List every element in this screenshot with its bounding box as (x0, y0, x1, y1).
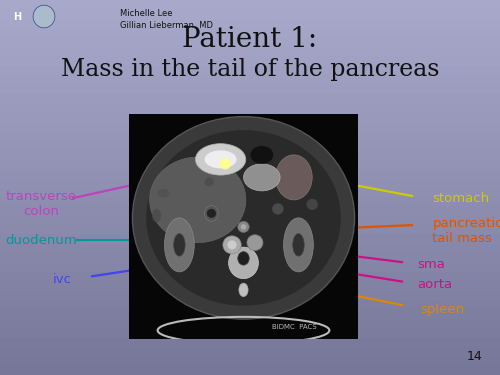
Bar (0, 206, 500, 216)
Bar (0, 0, 500, 9)
Ellipse shape (150, 157, 246, 243)
Circle shape (238, 221, 249, 232)
Ellipse shape (239, 283, 248, 297)
Ellipse shape (204, 177, 214, 186)
Bar (0, 356, 500, 366)
Text: aorta: aorta (418, 279, 452, 291)
Bar (0, 216, 500, 225)
Ellipse shape (306, 199, 318, 210)
Bar (0, 291, 500, 300)
Bar (0, 262, 500, 272)
Circle shape (228, 240, 236, 249)
Bar (0, 9, 500, 19)
Bar (0, 366, 500, 375)
Ellipse shape (272, 203, 283, 214)
Bar (0, 84, 500, 94)
Bar (0, 225, 500, 234)
Bar (0, 94, 500, 103)
Circle shape (247, 235, 263, 250)
Bar (0, 347, 500, 356)
Bar (0, 338, 500, 347)
Text: Patient 1:: Patient 1: (182, 26, 318, 53)
Circle shape (223, 236, 241, 254)
Text: pancreatic
tail mass: pancreatic tail mass (432, 217, 500, 244)
Bar (0, 47, 500, 56)
Ellipse shape (204, 150, 236, 168)
Bar (0, 28, 500, 38)
Text: Michelle Lee: Michelle Lee (120, 9, 172, 18)
Bar (0, 56, 500, 66)
Circle shape (241, 224, 246, 230)
Bar (0, 300, 500, 309)
Bar (0, 178, 500, 188)
Ellipse shape (292, 234, 304, 256)
Bar (0, 112, 500, 122)
Bar (0, 319, 500, 328)
Bar (0, 66, 500, 75)
Ellipse shape (132, 117, 354, 319)
Ellipse shape (250, 146, 274, 164)
Ellipse shape (152, 209, 161, 222)
Bar (0, 188, 500, 197)
Text: H: H (13, 12, 21, 21)
Bar (0, 75, 500, 84)
Ellipse shape (284, 218, 314, 272)
Text: sma: sma (418, 258, 446, 271)
Circle shape (220, 158, 231, 170)
Ellipse shape (228, 247, 258, 279)
Bar (0, 197, 500, 206)
Ellipse shape (174, 234, 185, 256)
Text: 14: 14 (466, 350, 482, 363)
Bar (0, 122, 500, 131)
Circle shape (207, 209, 216, 218)
Text: duodenum: duodenum (5, 234, 77, 246)
Circle shape (33, 5, 55, 28)
Bar (0, 131, 500, 141)
Bar (0, 159, 500, 169)
Bar (0, 38, 500, 47)
Ellipse shape (196, 144, 246, 175)
Text: ivc: ivc (53, 273, 72, 286)
Bar (0, 281, 500, 291)
Text: Gillian Lieberman, MD: Gillian Lieberman, MD (120, 21, 213, 30)
Bar (0, 309, 500, 319)
Text: spleen: spleen (420, 303, 464, 316)
Text: stomach: stomach (432, 192, 490, 205)
Bar (0, 169, 500, 178)
Ellipse shape (204, 206, 218, 221)
Bar (0, 234, 500, 244)
Ellipse shape (238, 252, 249, 265)
Text: transverse
colon: transverse colon (6, 190, 76, 218)
Text: BIDMC  PACS: BIDMC PACS (272, 324, 316, 330)
Bar (0, 253, 500, 262)
Text: Mass in the tail of the pancreas: Mass in the tail of the pancreas (61, 58, 440, 81)
Ellipse shape (158, 189, 169, 198)
Bar (0, 141, 500, 150)
Bar (0, 272, 500, 281)
Bar (0, 328, 500, 338)
Bar (0, 150, 500, 159)
Ellipse shape (244, 164, 280, 191)
Ellipse shape (164, 218, 194, 272)
Bar (0, 103, 500, 112)
Ellipse shape (276, 155, 312, 200)
Bar (0, 19, 500, 28)
Ellipse shape (146, 130, 341, 306)
Bar (0, 244, 500, 253)
